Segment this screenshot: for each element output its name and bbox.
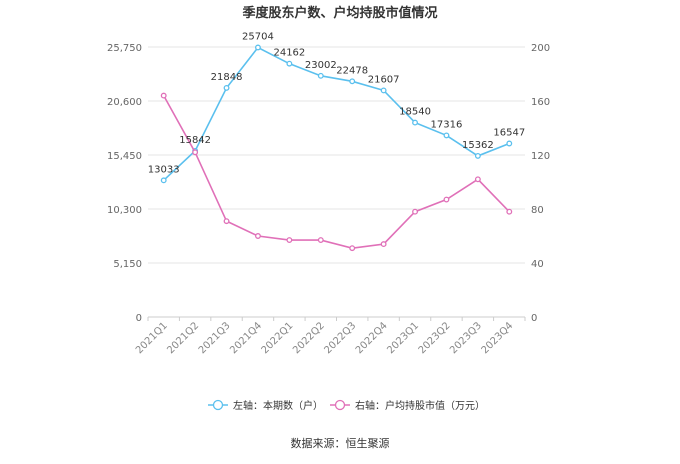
- legend-label-1: 左轴：本期数（户）: [233, 399, 323, 412]
- series-point-1: [443, 132, 450, 139]
- series-line-2: [163, 95, 510, 249]
- series-point-1: [223, 84, 230, 91]
- series-point-2: [286, 237, 293, 243]
- series-point-1: [255, 44, 261, 51]
- left-tick-label: 25,750: [107, 43, 142, 54]
- right-tick-label: 0: [531, 313, 537, 324]
- data-label: 17316: [431, 119, 463, 130]
- data-label: 23002: [305, 60, 337, 71]
- axes: 0 0 5,150 40 10,300 80 15,450 120 20,600 160 25,75…: [107, 43, 550, 356]
- left-tick-label: 0: [136, 313, 142, 324]
- x-tick-label: 2023Q3: [448, 320, 484, 356]
- chart-title: 季度股东户数、户均持股市值情况: [241, 5, 437, 21]
- right-tick-label: 80: [531, 205, 544, 216]
- series-point-2: [160, 92, 167, 99]
- series-point-2: [380, 241, 387, 248]
- grid-lines: [148, 46, 525, 264]
- source-note: 数据来源：恒生聚源: [291, 436, 390, 450]
- series-point-1: [474, 152, 481, 159]
- data-label: 16547: [493, 127, 525, 138]
- legend: 左轴：本期数（户） 右轴：户均持股市值（万元）: [208, 399, 485, 412]
- right-tick-label: 200: [531, 43, 550, 54]
- left-tick-label: 20,600: [107, 97, 142, 108]
- series-point-2: [255, 233, 261, 239]
- x-tick-label: 2022Q2: [291, 320, 327, 356]
- legend-marker-2: [334, 399, 346, 411]
- series-point-2: [349, 245, 356, 252]
- x-tick-label: 2021Q4: [228, 320, 264, 356]
- x-tick-label: 2022Q3: [322, 320, 358, 356]
- x-tick-label: 2022Q1: [260, 320, 296, 356]
- series-point-2: [192, 149, 199, 156]
- series-point-2: [506, 208, 513, 215]
- x-tick-label: 2021Q2: [165, 320, 201, 356]
- x-tick-label: 2023Q4: [480, 320, 516, 356]
- series-point-2: [443, 196, 450, 203]
- series-point-1: [506, 140, 513, 147]
- x-tick-label: 2021Q1: [134, 320, 170, 356]
- series-line-1: [163, 46, 510, 181]
- legend-marker-1: [212, 399, 224, 411]
- right-tick-label: 120: [531, 151, 550, 162]
- left-tick-label: 5,150: [113, 259, 142, 270]
- data-label: 25704: [242, 31, 274, 42]
- series-point-1: [380, 87, 387, 94]
- data-label: 15362: [462, 140, 494, 151]
- x-tick-label: 2023Q1: [385, 320, 421, 356]
- right-tick-label: 40: [531, 259, 544, 270]
- series-point-1: [349, 78, 356, 85]
- data-label: 21607: [368, 74, 400, 85]
- series-point-1: [286, 60, 293, 67]
- data-label: 13033: [148, 164, 180, 175]
- x-tick-label: 2021Q3: [197, 320, 233, 356]
- series-point-2: [412, 208, 418, 215]
- series-point-1: [412, 119, 418, 126]
- series-point-2: [317, 237, 324, 243]
- series-point-2: [223, 218, 230, 225]
- legend-label-2: 右轴：户均持股市值（万元）: [355, 399, 485, 412]
- x-tick-label: 2022Q4: [354, 320, 390, 356]
- data-label: 24162: [273, 48, 305, 59]
- series-point-2: [474, 176, 481, 183]
- data-label: 22478: [336, 65, 368, 76]
- right-tick-label: 160: [531, 97, 550, 108]
- left-tick-label: 15,450: [107, 151, 142, 162]
- x-tick-label: 2023Q2: [417, 320, 453, 356]
- data-label: 18540: [399, 107, 431, 118]
- data-label: 15842: [179, 135, 211, 146]
- data-label: 21848: [211, 72, 243, 83]
- series-point-1: [160, 177, 167, 184]
- left-tick-label: 10,300: [107, 205, 142, 216]
- series-point-1: [317, 72, 324, 79]
- series-layer: [160, 44, 513, 252]
